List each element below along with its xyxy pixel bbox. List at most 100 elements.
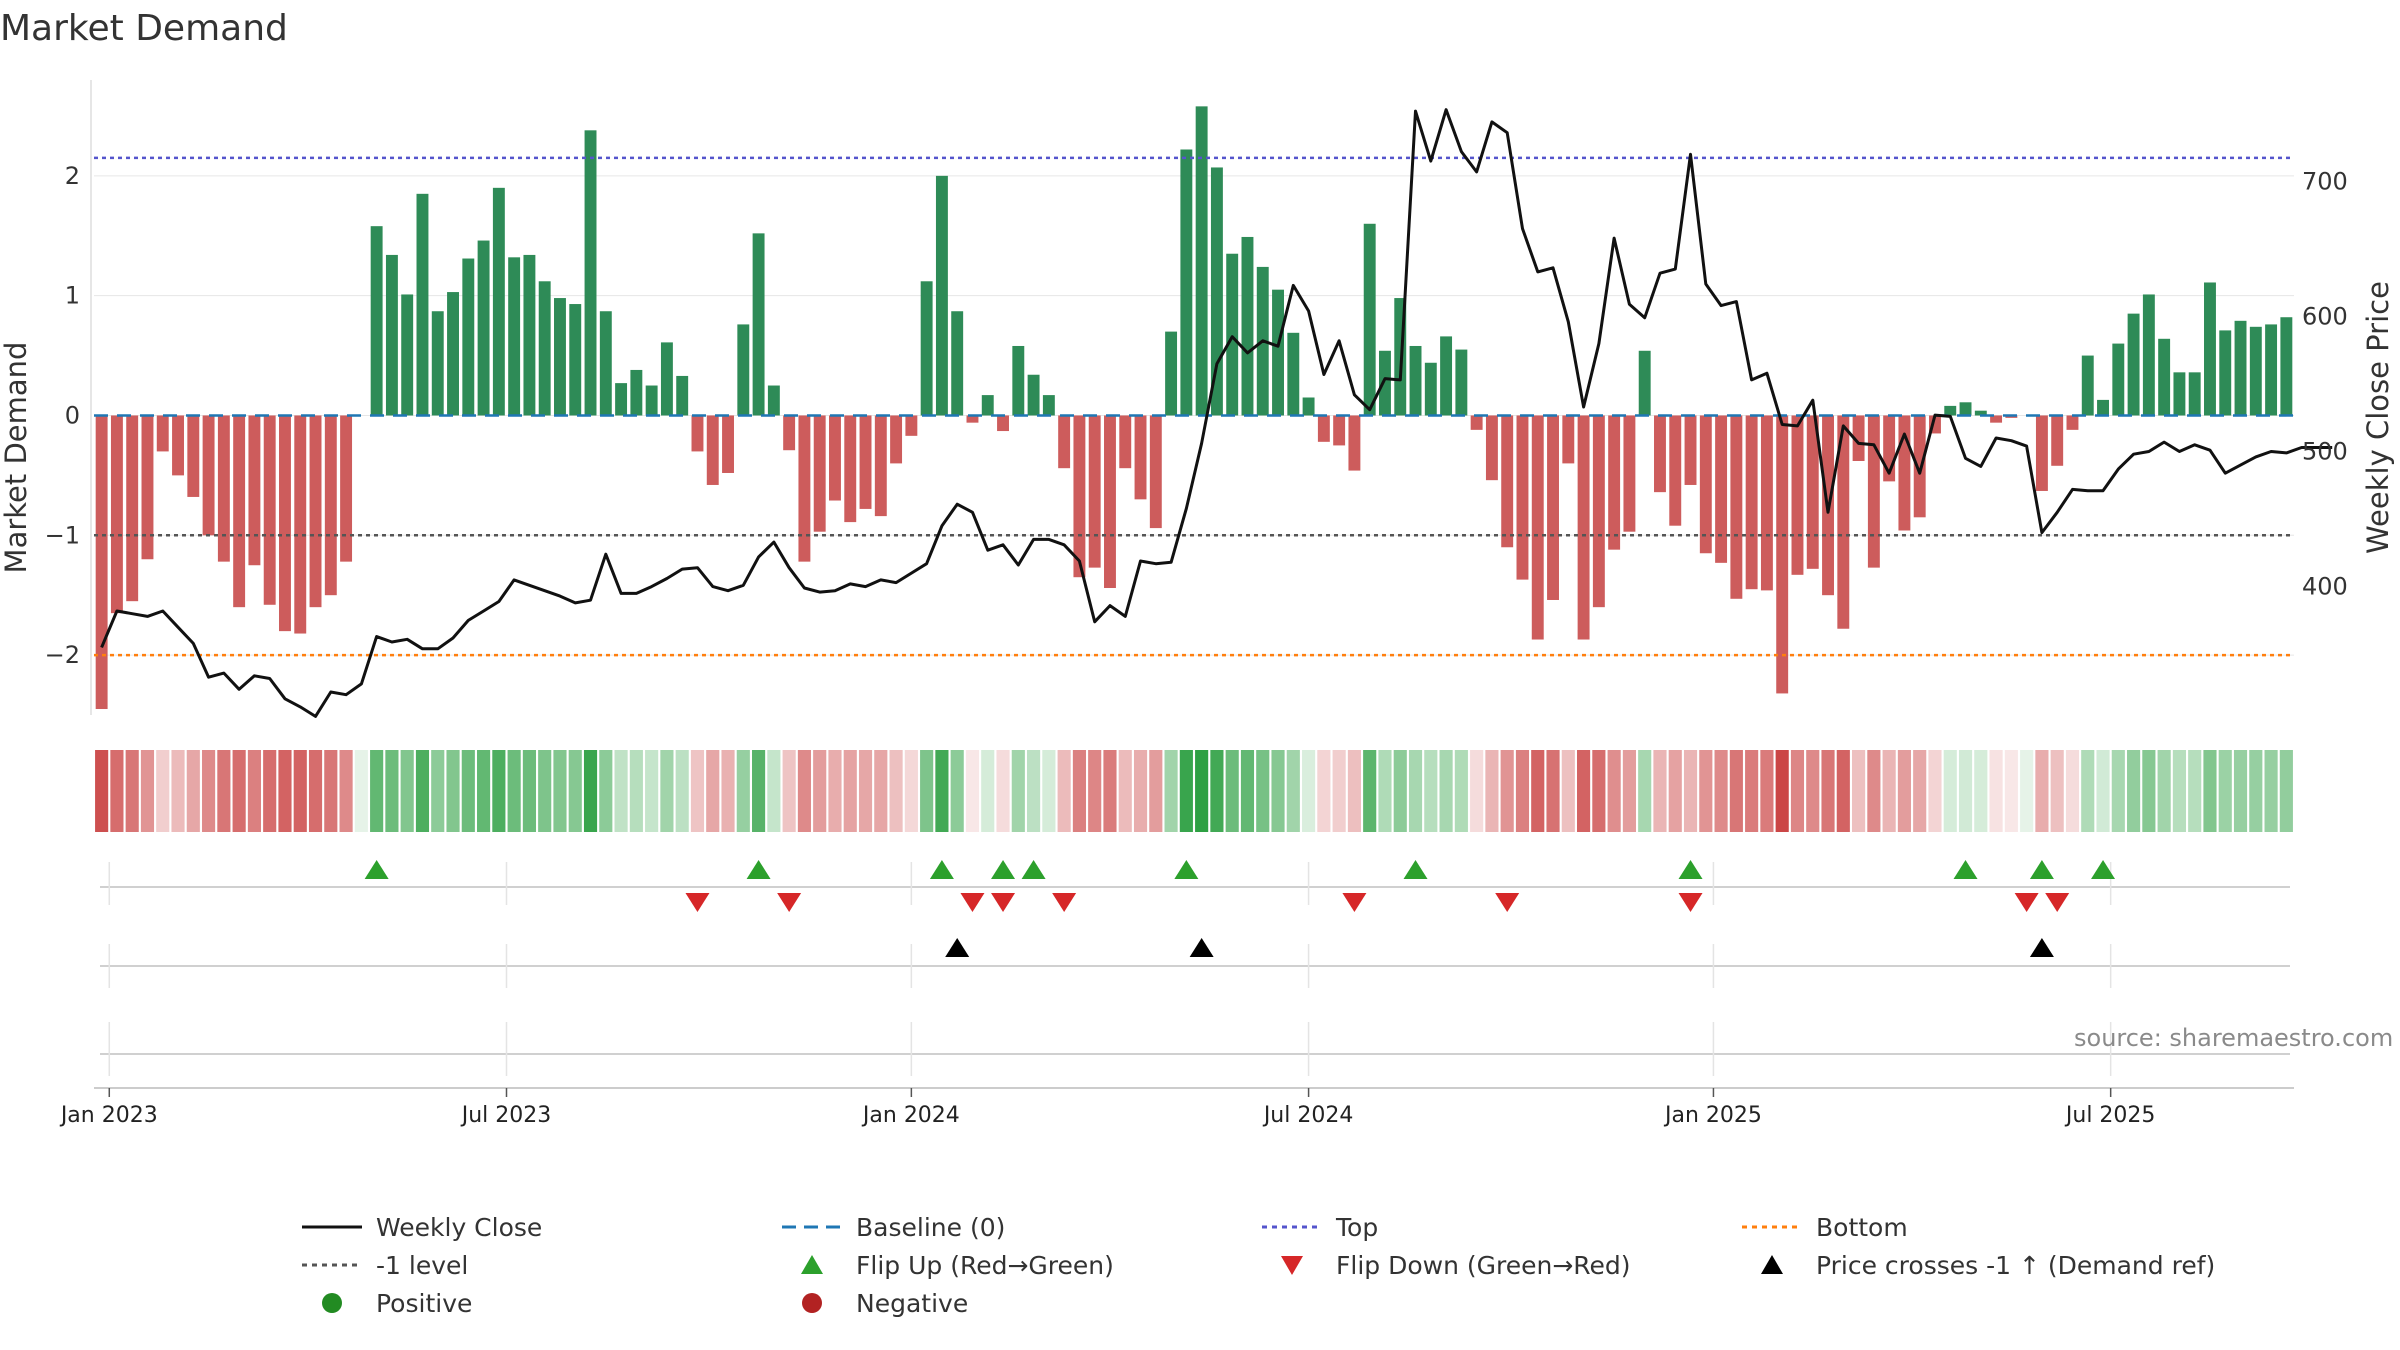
legend-label: -1 level <box>376 1250 469 1280</box>
x-tick-label: Jan 2023 <box>59 1103 158 1128</box>
legend-label: Price crosses -1 ↑ (Demand ref) <box>1816 1250 2216 1280</box>
strip-cell <box>935 750 949 832</box>
negative-bar <box>829 415 841 501</box>
strip-cell <box>247 750 261 832</box>
positive-bar <box>1180 149 1193 416</box>
flip-down-marker <box>2014 893 2039 912</box>
strip-cell <box>706 750 720 832</box>
positive-bar <box>1638 350 1651 416</box>
strip-cell <box>1103 750 1117 832</box>
positive-bar <box>2280 317 2293 416</box>
strip-cell <box>1943 750 1957 832</box>
negative-bar <box>1760 415 1773 591</box>
strip-cell <box>125 750 139 832</box>
strip-cell <box>1790 750 1805 832</box>
strip-cell <box>1118 750 1132 832</box>
price-cross-marker <box>1189 938 1214 957</box>
y2-tick-label: 400 <box>2302 573 2348 601</box>
negative-bar <box>1577 415 1590 640</box>
flip-up-marker <box>1678 860 1703 879</box>
flip-up-marker <box>1953 860 1978 879</box>
strip-cell <box>1836 750 1850 832</box>
negative-bar <box>1990 415 2003 423</box>
strip-cell <box>308 750 323 832</box>
strip-cell <box>2264 750 2278 832</box>
positive-bar <box>2112 343 2125 416</box>
positive-bar <box>752 233 765 416</box>
strip-cell <box>599 750 613 832</box>
positive-bar <box>1409 345 1422 416</box>
strip-cell <box>1072 750 1086 832</box>
positive-bar <box>981 395 994 416</box>
negative-bar <box>2066 415 2079 430</box>
main-plot: 2 1 0 −1 −2 700 600 500 400 Market Demand Weekly C… <box>0 80 2395 718</box>
strip-cell <box>263 750 277 832</box>
negative-bar <box>1745 415 1758 590</box>
strip-cell <box>1439 750 1453 832</box>
negative-bar <box>905 415 918 436</box>
flip-up-marker <box>2091 860 2116 879</box>
price-cross-marker <box>945 938 970 957</box>
strip-cell <box>981 750 995 832</box>
chart-canvas: 2 1 0 −1 −2 700 600 500 400 Market Demand Weekly C… <box>0 80 2395 1128</box>
negative-bar <box>1562 415 1575 464</box>
legend-item-minus1: -1 level <box>300 1248 468 1282</box>
strip-cell <box>1806 750 1820 832</box>
strip-cell <box>996 750 1010 832</box>
flip-down-marker <box>1052 893 1077 912</box>
positive-bar <box>1302 397 1315 416</box>
positive-bar <box>1226 253 1239 416</box>
strip-cell <box>1729 750 1743 832</box>
strip-cell <box>828 750 842 832</box>
legend-line-dotted-icon <box>1262 1225 1322 1229</box>
y-tick-label: 0 <box>65 401 80 429</box>
negative-bar <box>966 415 979 423</box>
flip-down-marker <box>777 893 802 912</box>
positive-bar <box>1027 374 1040 416</box>
strip-cell <box>1393 750 1407 832</box>
positive-bar <box>2265 324 2278 416</box>
strip-cell <box>1699 750 1713 832</box>
negative-bar <box>1852 415 1865 461</box>
demand-strip <box>95 750 2293 832</box>
legend-item-baseline: Baseline (0) <box>780 1210 1005 1244</box>
positive-bar <box>2158 338 2171 416</box>
strip-cell <box>1638 750 1652 832</box>
positive-bar <box>1195 106 1208 416</box>
strip-cell <box>797 750 811 832</box>
strip-cell <box>2172 750 2186 832</box>
strip-cell <box>645 750 659 832</box>
positive-bar <box>615 383 628 416</box>
positive-bar <box>416 193 429 416</box>
strip-cell <box>477 750 491 832</box>
flip-down-marker <box>2045 893 2070 912</box>
strip-cell <box>1821 750 1835 832</box>
strip-cell <box>1133 750 1148 832</box>
flip-up-marker <box>2029 860 2054 879</box>
strip-cell <box>202 750 216 832</box>
strip-cell <box>660 750 674 832</box>
negative-bar <box>141 415 154 560</box>
strip-cell <box>1332 750 1346 832</box>
strip-cell <box>1088 750 1102 832</box>
positive-bar <box>645 385 658 416</box>
strip-cell <box>1286 750 1300 832</box>
strip-cell <box>2035 750 2049 832</box>
strip-cell <box>782 750 796 832</box>
strip-cell <box>1577 750 1591 832</box>
negative-bar <box>1592 415 1605 608</box>
flip-down-marker <box>1678 893 1703 912</box>
positive-bar <box>1959 402 1972 416</box>
strip-cell <box>1668 750 1682 832</box>
strip-cell <box>614 750 628 832</box>
weekly-close-line <box>100 108 2333 718</box>
positive-bar <box>599 311 612 416</box>
legend-line-dotted-icon <box>302 1263 362 1267</box>
strip-cell <box>1882 750 1896 832</box>
strip-cell <box>2249 750 2263 832</box>
strip-cell <box>843 750 857 832</box>
strip-cell <box>2127 750 2141 832</box>
negative-bar <box>1669 415 1682 526</box>
strip-cell <box>568 750 582 832</box>
flip-down-marker <box>1342 893 1367 912</box>
